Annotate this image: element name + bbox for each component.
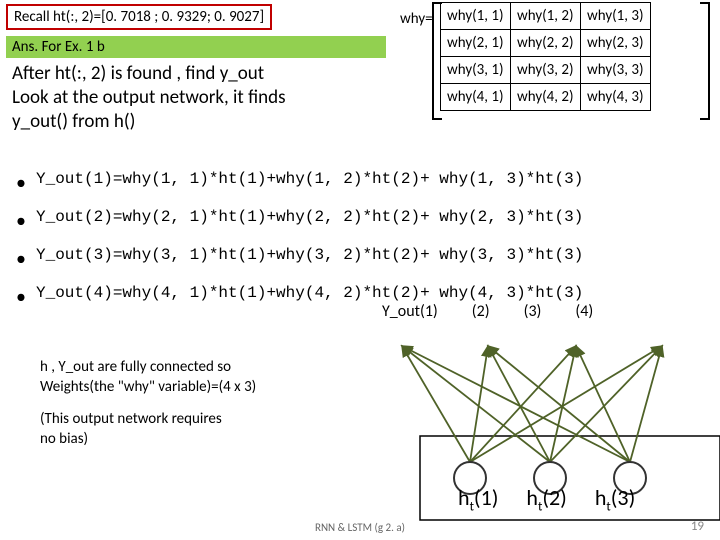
equation-row: •Y_out(2)=why(2, 1)*ht(1)+why(2, 2)*ht(2…	[6, 202, 583, 240]
equation-row: •Y_out(3)=why(3, 1)*ht(1)+why(3, 2)*ht(2…	[6, 240, 583, 278]
matrix-cell: why(2, 3)	[581, 30, 651, 57]
desc-line-1: After ht(:, 2) is found , find y_out	[12, 62, 392, 86]
equation-text: Y_out(3)=why(3, 1)*ht(1)+why(3, 2)*ht(2)…	[36, 240, 583, 278]
matrix-cell: why(3, 3)	[581, 57, 651, 84]
yout-label: (2)	[472, 302, 490, 321]
edge	[576, 346, 630, 462]
matrix-right-bracket	[700, 2, 710, 120]
description-block: After ht(:, 2) is found , find y_out Loo…	[12, 62, 392, 133]
recall-text: Recall ht(:, 2)=[0. 7018 ; 0. 9329; 0. 9…	[14, 8, 264, 26]
table-row: why(4, 1)why(4, 2)why(4, 3)	[441, 84, 651, 111]
note2-line-2: no bias)	[40, 430, 360, 450]
desc-line-3: y_out() from h()	[12, 110, 392, 134]
note-fully-connected: h , Y_out are fully connected so Weights…	[40, 358, 360, 397]
ht-node-labels: ht(1) ht(2) ht(3)	[458, 484, 635, 514]
table-row: why(1, 1)why(1, 2)why(1, 3)	[441, 3, 651, 30]
matrix-cell: why(1, 2)	[511, 3, 581, 30]
edge	[550, 346, 576, 462]
bullet-icon: •	[6, 202, 36, 240]
matrix-cell: why(1, 3)	[581, 3, 651, 30]
matrix-cell: why(3, 1)	[441, 57, 511, 84]
note1-line-2: Weights(the "why" variable)=(4 x 3)	[40, 378, 360, 398]
matrix-cell: why(4, 2)	[511, 84, 581, 111]
recall-box: Recall ht(:, 2)=[0. 7018 ; 0. 9329; 0. 9…	[6, 4, 272, 30]
yout-label: (4)	[575, 302, 593, 321]
edge	[402, 346, 550, 462]
answer-box: Ans. For Ex. 1 b	[6, 36, 386, 58]
why-equals-label: why=	[400, 10, 433, 28]
matrix-cell: why(2, 1)	[441, 30, 511, 57]
yout-label: Y_out(1)	[382, 302, 438, 321]
why-matrix-table: why(1, 1)why(1, 2)why(1, 3)why(2, 1)why(…	[440, 2, 651, 111]
footer-text: RNN & LSTM (g 2. a)	[0, 521, 720, 534]
answer-text: Ans. For Ex. 1 b	[12, 38, 105, 56]
ht3-label: ht(3)	[595, 484, 635, 514]
equations-list: •Y_out(1)=why(1, 1)*ht(1)+why(1, 2)*ht(2…	[6, 164, 583, 316]
matrix-cell: why(4, 3)	[581, 84, 651, 111]
table-row: why(2, 1)why(2, 2)why(2, 3)	[441, 30, 651, 57]
table-row: why(3, 1)why(3, 2)why(3, 3)	[441, 57, 651, 84]
matrix-cell: why(4, 1)	[441, 84, 511, 111]
bullet-icon: •	[6, 240, 36, 278]
page-number: 19	[691, 519, 704, 534]
matrix-cell: why(1, 1)	[441, 3, 511, 30]
ht2-label: ht(2)	[526, 484, 566, 514]
matrix-cell: why(2, 2)	[511, 30, 581, 57]
note1-line-1: h , Y_out are fully connected so	[40, 358, 360, 378]
bullet-icon: •	[6, 164, 36, 202]
note2-line-1: (This output network requires	[40, 410, 360, 430]
note-no-bias: (This output network requires no bias)	[40, 410, 360, 449]
matrix-cell: why(3, 2)	[511, 57, 581, 84]
bullet-icon: •	[6, 278, 36, 316]
ht1-label: ht(1)	[458, 484, 498, 514]
desc-line-2: Look at the output network, it finds	[12, 86, 392, 110]
equation-row: •Y_out(1)=why(1, 1)*ht(1)+why(1, 2)*ht(2…	[6, 164, 583, 202]
yout-label: (3)	[524, 302, 542, 321]
equation-text: Y_out(2)=why(2, 1)*ht(1)+why(2, 2)*ht(2)…	[36, 202, 583, 240]
yout-column-labels: Y_out(1) (2) (3) (4)	[382, 302, 593, 321]
equation-text: Y_out(1)=why(1, 1)*ht(1)+why(1, 2)*ht(2)…	[36, 164, 583, 202]
